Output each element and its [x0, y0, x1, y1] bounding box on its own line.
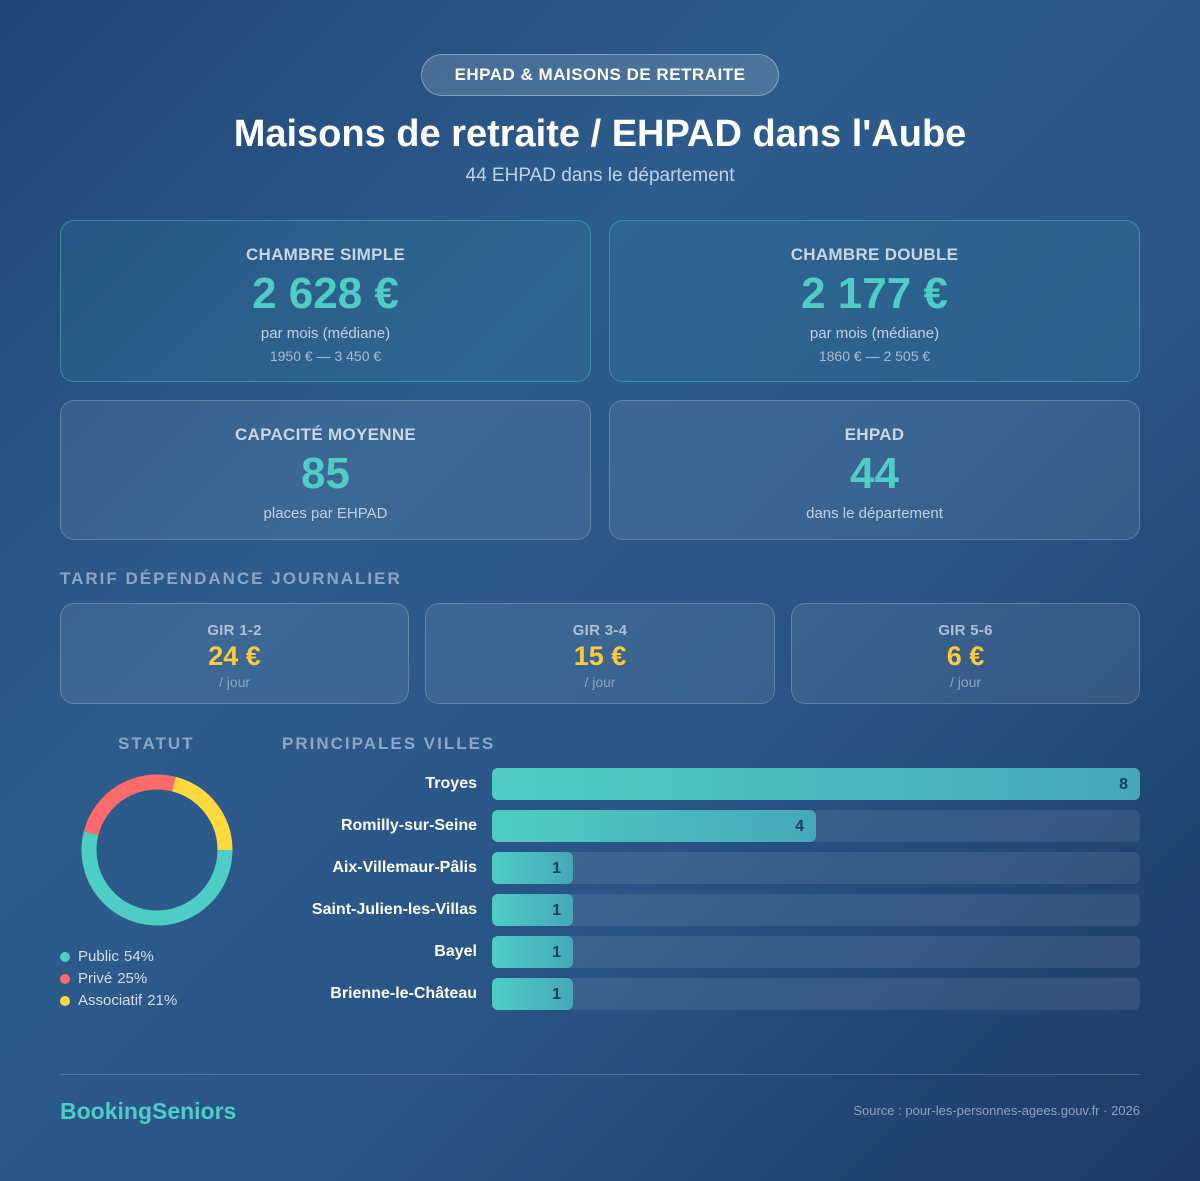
gir-value: 24 €: [208, 641, 261, 671]
city-label: Troyes: [425, 775, 477, 792]
card-note: places par EHPAD: [263, 505, 388, 522]
donut-segment: [171, 776, 233, 851]
card-note: par mois (médiane): [809, 325, 940, 342]
bar: [492, 810, 816, 842]
card-value: 44: [850, 449, 899, 498]
divider: [60, 1074, 1140, 1075]
gir-unit: / jour: [584, 674, 616, 690]
bar: [492, 894, 573, 926]
city-label: Brienne-le-Château: [330, 985, 477, 1002]
legend-item: Privé 25%: [60, 970, 147, 987]
legend-dot: [60, 995, 70, 1006]
donut-segment: [81, 831, 233, 926]
card-label: CHAMBRE DOUBLE: [790, 245, 959, 264]
card-value: 2 628 €: [252, 269, 399, 318]
card-label: CHAMBRE SIMPLE: [245, 245, 406, 264]
gir-value: 6 €: [946, 641, 985, 671]
title: Maisons de retraite / EHPAD dans l'Aube: [233, 113, 967, 155]
legend-value: 25%: [117, 970, 148, 987]
gir-unit: / jour: [949, 674, 982, 690]
legend-item: Associatif 21%: [60, 992, 177, 1009]
card-label: CAPACITÉ MOYENNE: [234, 425, 417, 444]
badge: EHPAD & MAISONS DE RETRAITE: [421, 54, 779, 96]
bar-value: 1: [552, 860, 561, 877]
legend-dot: [60, 951, 70, 962]
card-value: 85: [301, 449, 350, 498]
gir-label: GIR 1-2: [207, 622, 262, 639]
stat-card: EHPAD 44 dans le département: [609, 400, 1140, 540]
legend-dot: [60, 973, 70, 984]
brand: BookingSeniors: [60, 1098, 237, 1124]
gir-label: GIR 5-6: [938, 622, 993, 639]
city-label: Saint-Julien-les-Villas: [311, 901, 477, 918]
bar: [492, 768, 1140, 800]
subtitle: 44 EHPAD dans le département: [465, 165, 735, 186]
gir-card: GIR 1-2 24 € / jour: [60, 603, 409, 704]
legend-label: Public: [78, 948, 119, 965]
source: Source : pour-les-personnes-agees.gouv.f…: [853, 1103, 1140, 1118]
gir-label: GIR 3-4: [572, 622, 628, 639]
section-title: STATUT: [118, 734, 195, 753]
bar: [492, 978, 573, 1010]
bar-track: [492, 852, 1140, 884]
bar-value: 1: [552, 986, 561, 1003]
city-label: Romilly-sur-Seine: [340, 817, 477, 834]
donut-segment: [83, 774, 176, 836]
bar: [492, 936, 573, 968]
card-note: par mois (médiane): [260, 325, 391, 342]
legend-label: Associatif: [78, 992, 143, 1009]
legend-value: 54%: [123, 948, 154, 965]
bar-track: [492, 936, 1140, 968]
gir-value: 15 €: [573, 641, 627, 671]
legend-label: Privé: [78, 970, 113, 987]
card-label: EHPAD: [844, 425, 905, 444]
price-card: CHAMBRE SIMPLE 2 628 € par mois (médiane…: [60, 220, 591, 382]
legend-item: Public 54%: [60, 948, 154, 965]
gir-unit: / jour: [218, 674, 251, 690]
legend-value: 21%: [147, 992, 178, 1009]
stat-card: CAPACITÉ MOYENNE 85 places par EHPAD: [60, 400, 591, 540]
gir-card: GIR 5-6 6 € / jour: [791, 603, 1140, 704]
card-range: 1860 € — 2 505 €: [818, 348, 931, 364]
bar-value: 1: [552, 944, 561, 961]
city-label: Aix-Villemaur-Pâlis: [332, 859, 477, 876]
card-range: 1950 € — 3 450 €: [269, 348, 382, 364]
donut-chart: [81, 774, 233, 926]
card-note: dans le département: [806, 505, 943, 522]
bar: [492, 852, 573, 884]
city-label: Bayel: [434, 943, 477, 960]
bar-value: 8: [1119, 776, 1128, 793]
price-card: CHAMBRE DOUBLE 2 177 € par mois (médiane…: [609, 220, 1140, 382]
section-title: TARIF DÉPENDANCE JOURNALIER: [60, 569, 402, 588]
card-value: 2 177 €: [801, 269, 948, 318]
bar-value: 1: [552, 902, 561, 919]
bar-track: [492, 978, 1140, 1010]
section-title: PRINCIPALES VILLES: [282, 734, 496, 753]
bar-value: 4: [795, 818, 804, 835]
gir-card: GIR 3-4 15 € / jour: [425, 603, 775, 704]
bar-track: [492, 894, 1140, 926]
